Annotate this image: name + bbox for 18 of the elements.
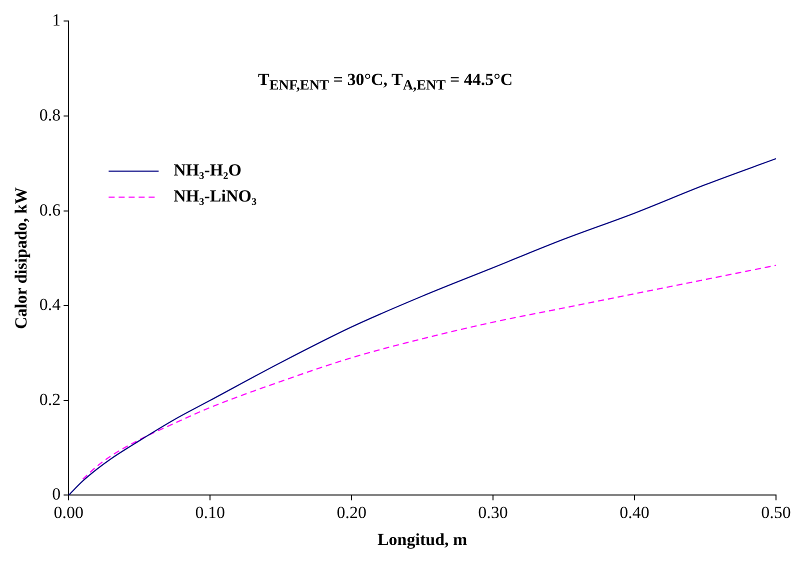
y-tick-label: 0.4 bbox=[39, 295, 62, 314]
line-series bbox=[82, 264, 776, 480]
y-axis-title: Calor disipado, kW bbox=[12, 187, 31, 330]
legend-label: NH₃-H₂O bbox=[174, 160, 242, 180]
x-axis-title: Longitud, m bbox=[377, 530, 468, 550]
legend-label: NH₃-LiNO₃ bbox=[174, 186, 257, 206]
x-tick-label: 0.10 bbox=[195, 502, 225, 522]
annotation: T$_{ENF,ENT}$ = 30°C, T$_{A,ENT}$ = 44.5°C bbox=[258, 70, 513, 94]
x-tick-label: 0.00 bbox=[54, 502, 84, 522]
y-tick-label: 0.8 bbox=[39, 105, 61, 124]
x-tick-label: 0.30 bbox=[478, 502, 508, 522]
y-tick-label: 0.6 bbox=[39, 200, 61, 220]
y-tick-label: 1 bbox=[52, 10, 61, 30]
x-tick-label: 0.50 bbox=[761, 502, 791, 522]
x-tick-label: 0.40 bbox=[620, 502, 650, 522]
x-tick-label: 0.20 bbox=[336, 502, 366, 522]
y-tick-label: 0 bbox=[52, 484, 61, 504]
y-tick-label: 0.2 bbox=[39, 390, 61, 409]
